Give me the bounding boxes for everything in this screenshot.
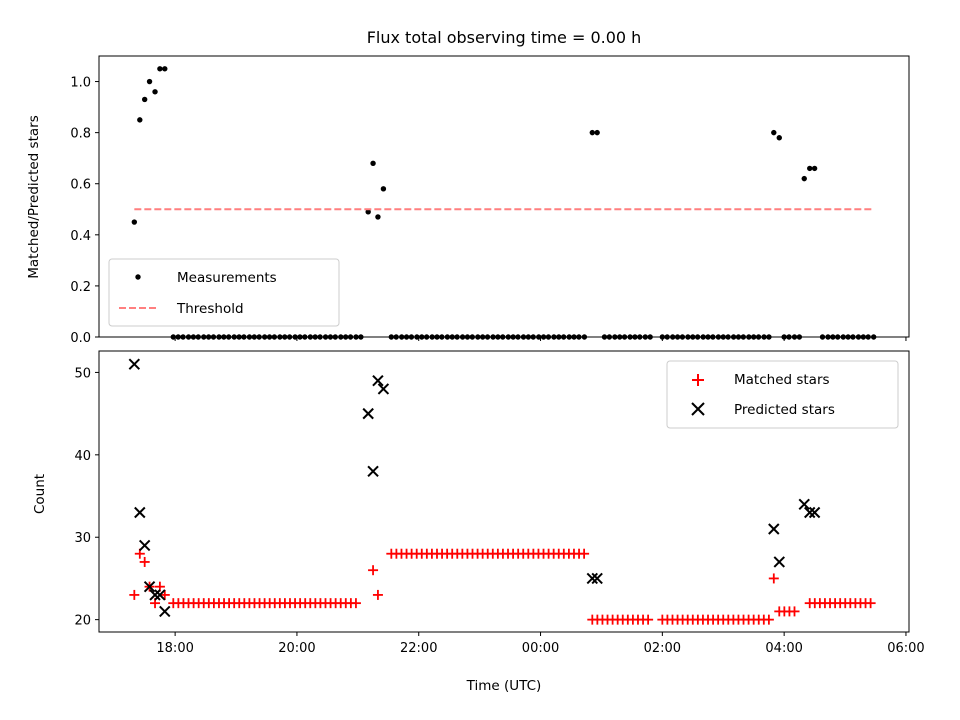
- x-tick-label: 22:00: [400, 641, 437, 656]
- legend-predicted-marker: [691, 402, 705, 416]
- bottom-y-axis: 20 30 40 50: [74, 366, 99, 629]
- matched-star-point: [129, 589, 140, 600]
- matched-star-point: [768, 573, 779, 584]
- top-legend-box: [108, 258, 340, 327]
- measurement-point: [157, 66, 163, 72]
- top-panel: 0.0 0.2 0.4 0.6 0.8 1.0 Matched/Predicted sta…: [26, 55, 910, 346]
- measurement-point: [152, 89, 158, 95]
- top-y-axis-label: Matched/Predicted stars: [26, 115, 42, 278]
- legend-threshold-label: Threshold: [176, 301, 244, 317]
- matched-star-point: [789, 606, 800, 617]
- measurement-point: [771, 129, 777, 136]
- matched-star-point: [643, 614, 654, 625]
- y-tick-label: 50: [74, 366, 91, 381]
- predicted-star-point: [591, 572, 603, 585]
- y-tick-label: 1.0: [70, 76, 91, 91]
- matched-star-point: [372, 589, 383, 600]
- y-tick-label: 0.6: [70, 178, 91, 193]
- predicted-star-point: [138, 539, 151, 552]
- measurement-point: [141, 96, 148, 103]
- legend-matched-label: Matched stars: [734, 372, 830, 388]
- bottom-legend-box: [666, 360, 899, 429]
- measurement-point: [589, 129, 596, 136]
- measurement-point: [380, 186, 387, 192]
- predicted-star-point: [362, 407, 374, 420]
- y-tick-label: 0.4: [70, 229, 91, 244]
- measurement-point: [375, 214, 381, 220]
- matched-star-point: [579, 548, 590, 559]
- measurement-point: [146, 78, 153, 85]
- matched-star-point: [350, 598, 361, 609]
- measurement-point: [131, 219, 138, 225]
- measurement-point: [776, 135, 782, 141]
- measurement-point: [370, 160, 376, 166]
- y-tick-label: 0.0: [70, 331, 91, 346]
- legend-predicted-label: Predicted stars: [734, 402, 835, 418]
- top-plot-marks: [131, 66, 877, 340]
- matched-star-point: [368, 565, 379, 576]
- matched-star-point: [139, 556, 150, 567]
- y-tick-label: 20: [74, 614, 91, 629]
- predicted-star-point: [143, 580, 156, 593]
- matched-star-point: [763, 614, 774, 625]
- chart-title: Flux total observing time = 0.00 h: [367, 28, 642, 47]
- bottom-axes-frame: [98, 350, 910, 633]
- measurement-point: [162, 66, 168, 72]
- predicted-star-point: [372, 374, 384, 387]
- x-tick-label: 00:00: [522, 641, 559, 656]
- bottom-legend: Matched stars Predicted stars: [666, 360, 899, 429]
- x-tick-label: 04:00: [765, 641, 802, 656]
- measurement-point: [594, 129, 600, 136]
- matched-star-point: [159, 589, 170, 600]
- x-tick-label: 18:00: [156, 641, 193, 656]
- legend-measurements-label: Measurements: [177, 270, 277, 286]
- x-tick-label: 02:00: [644, 641, 681, 656]
- measurement-point: [811, 165, 818, 172]
- top-legend: Measurements Threshold: [108, 258, 340, 327]
- predicted-star-point: [798, 498, 810, 510]
- bottom-plot-marks: [128, 358, 876, 625]
- predicted-star-point: [808, 506, 821, 519]
- legend-matched-marker: [692, 374, 704, 386]
- predicted-star-point: [804, 506, 816, 519]
- bottom-y-axis-label: Count: [32, 474, 48, 514]
- predicted-star-point: [154, 589, 166, 601]
- bottom-panel: 20 30 40 50 18:00 20:00 22:00 00:00 02:00 04:00 0…: [32, 350, 925, 694]
- bottom-x-axis: 18:00 20:00 22:00 00:00 02:00 04:00 06:00: [156, 632, 925, 656]
- predicted-star-point: [159, 605, 171, 618]
- matched-star-point: [865, 598, 876, 609]
- measurement-point: [807, 165, 813, 172]
- top-y-axis: 0.0 0.2 0.4 0.6 0.8 1.0: [70, 76, 99, 346]
- predicted-star-point: [134, 506, 146, 519]
- predicted-star-point: [773, 556, 785, 568]
- predicted-star-point: [149, 589, 161, 601]
- predicted-star-point: [367, 465, 379, 478]
- measurement-point: [137, 117, 143, 123]
- top-axes-frame: [98, 55, 910, 338]
- x-tick-label: 06:00: [887, 641, 924, 656]
- measurement-point: [365, 209, 371, 215]
- y-tick-label: 40: [74, 449, 91, 464]
- y-tick-label: 0.8: [70, 127, 91, 142]
- predicted-star-point: [128, 358, 141, 370]
- measurement-point: [801, 175, 807, 182]
- predicted-star-point: [377, 383, 390, 395]
- predicted-star-point: [586, 572, 599, 585]
- predicted-star-point: [768, 523, 780, 535]
- y-tick-label: 30: [74, 531, 91, 546]
- top-x-axis: [174, 337, 907, 341]
- x-axis-label: Time (UTC): [466, 678, 542, 694]
- x-tick-label: 20:00: [278, 641, 315, 656]
- y-tick-label: 0.2: [70, 280, 91, 295]
- legend-measurements-marker: [135, 274, 141, 280]
